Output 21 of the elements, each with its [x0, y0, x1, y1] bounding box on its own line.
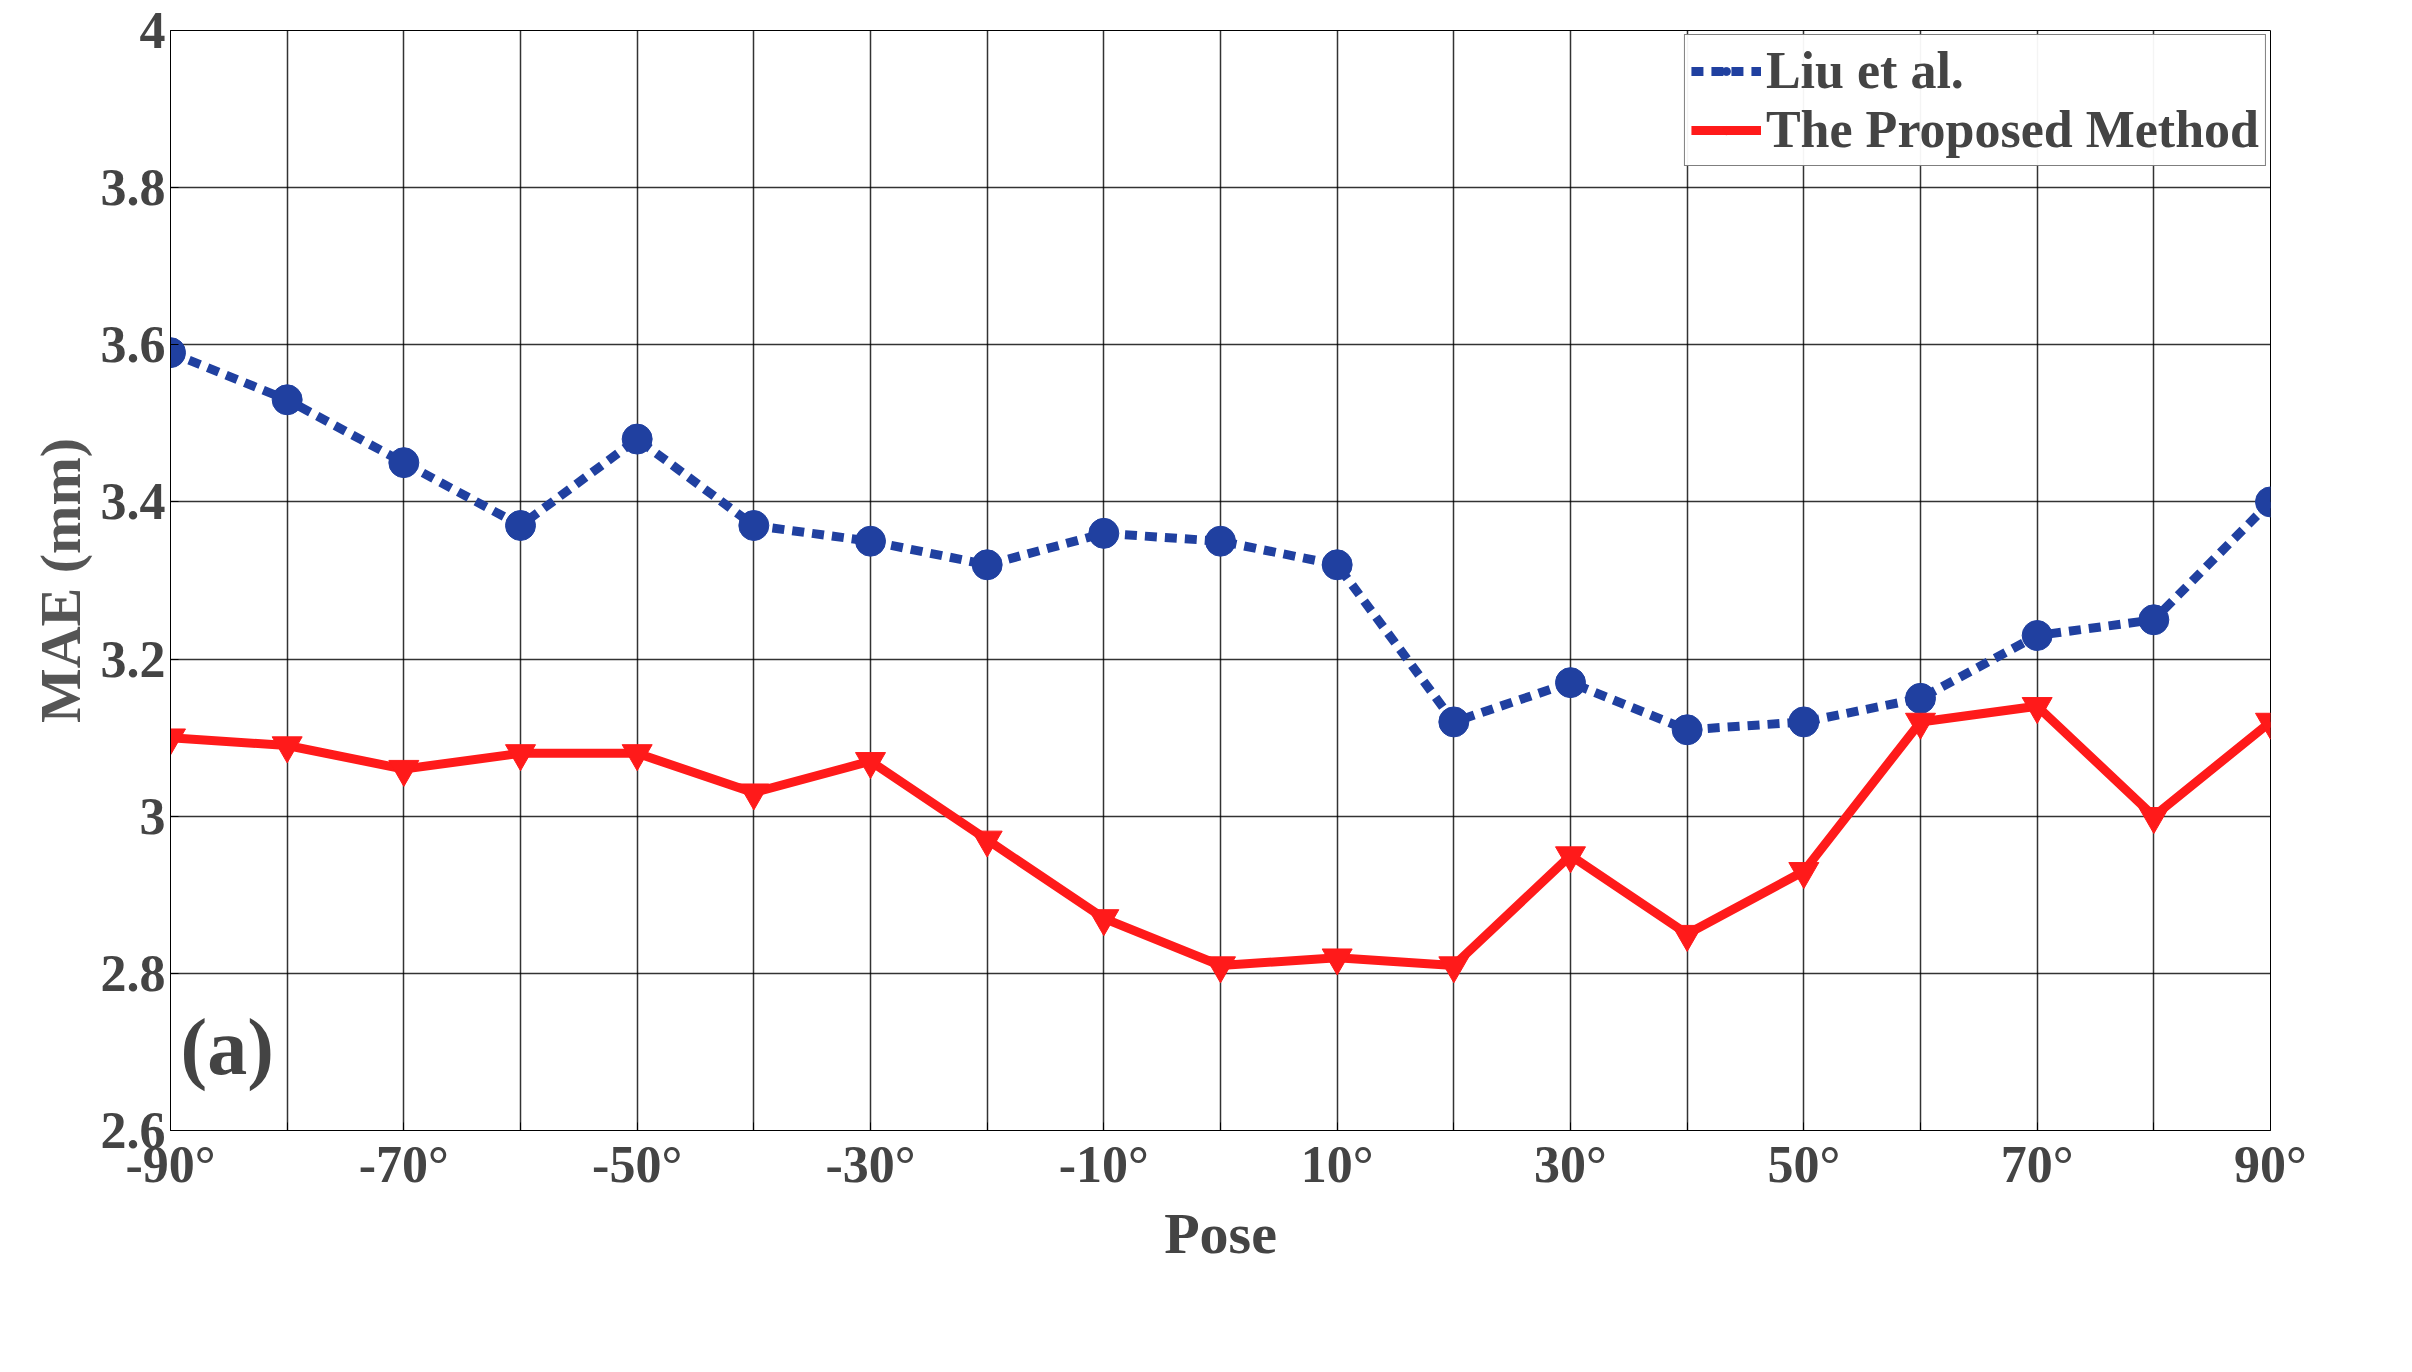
- x-tick-label: 90°: [2234, 1135, 2307, 1193]
- x-tick-label: -10°: [1058, 1135, 1149, 1193]
- annotation: (a): [180, 1002, 274, 1092]
- x-tick-label: -30°: [825, 1135, 916, 1193]
- x-tick-label: -70°: [358, 1135, 449, 1193]
- x-tick-label: 30°: [1534, 1135, 1607, 1193]
- x-tick-label: -50°: [592, 1135, 683, 1193]
- y-tick-label: 3.8: [100, 159, 166, 217]
- x-axis-title: Pose: [1164, 1200, 1277, 1266]
- legend-label: The Proposed Method: [1765, 100, 2259, 159]
- x-tick-label: 50°: [1767, 1135, 1841, 1193]
- y-tick-label: 3.4: [100, 473, 166, 531]
- legend-label: Liu et al.: [1765, 41, 1964, 100]
- x-tick-label: 70°: [2000, 1135, 2074, 1193]
- y-tick-label: 4: [139, 2, 166, 59]
- y-tick-label: 2.8: [100, 944, 166, 1002]
- y-axis-title: MAE (mm): [27, 437, 93, 724]
- y-tick-label: 3.6: [100, 316, 166, 374]
- y-tick-label: 3.2: [100, 630, 166, 688]
- y-tick-label: 3: [139, 787, 166, 845]
- x-tick-label: 10°: [1300, 1135, 1374, 1193]
